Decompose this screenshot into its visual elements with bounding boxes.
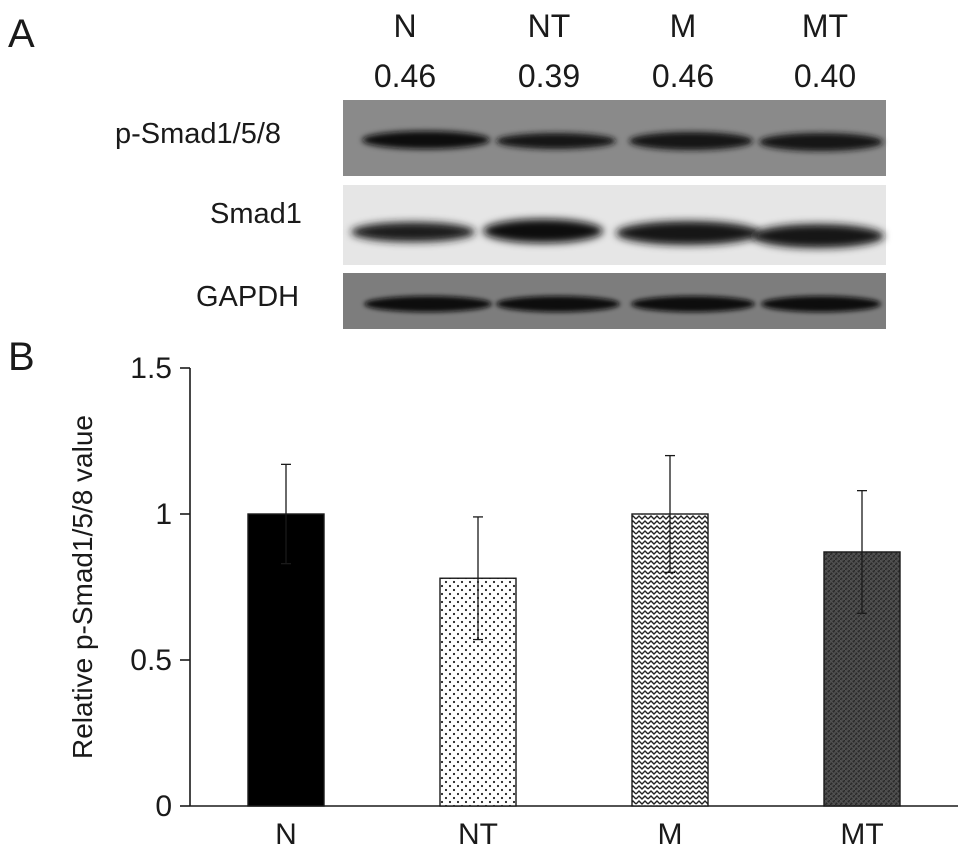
lane-value-mt: 0.40 (793, 58, 857, 94)
blot-gapdh-band-n (364, 296, 492, 312)
blot-smad1-band-m (616, 221, 760, 245)
lane-value-m: 0.46 (651, 58, 715, 94)
x-tick-label-m: M (658, 818, 683, 851)
lane-label-nt: NT (527, 8, 571, 44)
chart-bars (247, 513, 901, 807)
blot-gapdh (343, 273, 886, 329)
blot-psmad-image (343, 100, 886, 176)
lane-value-n: 0.46 (373, 58, 437, 94)
row-label-gapdh: GAPDH (196, 281, 300, 313)
lane-value-nt: 0.39 (517, 58, 581, 94)
blot-gapdh-band-nt (496, 296, 620, 312)
lane-label-mt: MT (801, 8, 849, 44)
panel-a-letter: A (8, 12, 35, 56)
blot-psmad-band-nt (496, 133, 616, 149)
blot-smad1-band-mt (752, 224, 884, 248)
blot-psmad-band-m (629, 132, 753, 150)
blot-psmad-band-n (362, 131, 490, 149)
chart-error-bars (281, 454, 867, 641)
blot-smad1-image (343, 185, 886, 265)
y-tick-label: 0.5 (130, 644, 172, 677)
chart-labels: 0 0.5 1 1.5 Relative p-Smad1/5/8 value N NT M MT (67, 352, 884, 851)
x-tick-label-n: N (275, 818, 297, 851)
lane-label-m: M (669, 8, 697, 44)
blot-smad1-band-n (351, 222, 475, 242)
panel-b-letter: B (8, 335, 35, 379)
x-tick-label-mt: MT (840, 818, 883, 851)
blot-psmad (343, 100, 886, 176)
lane-label-n: N (393, 8, 417, 44)
y-axis-label: Relative p-Smad1/5/8 value (67, 415, 98, 759)
row-label-smad1: Smad1 (210, 198, 302, 230)
blot-gapdh-image (343, 273, 886, 329)
blot-smad1-band-nt (483, 219, 603, 243)
y-tick-label: 1.5 (130, 352, 172, 385)
x-tick-label-nt: NT (458, 818, 498, 851)
y-tick-label: 0 (155, 790, 172, 823)
blot-gapdh-band-m (631, 296, 755, 312)
blot-psmad-band-mt (759, 133, 883, 151)
y-tick-label: 1 (155, 498, 172, 531)
blot-gapdh-band-mt (761, 296, 881, 312)
row-label-psmad: p-Smad1/5/8 (115, 118, 282, 150)
blot-smad1 (343, 185, 886, 265)
